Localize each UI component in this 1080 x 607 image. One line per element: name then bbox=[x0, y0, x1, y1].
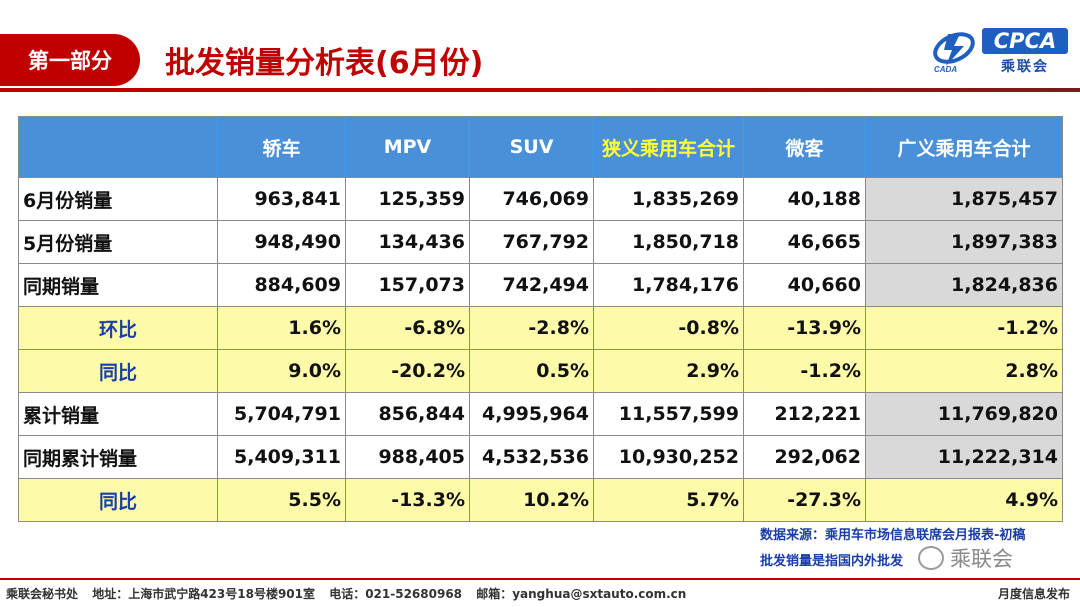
table-row: 同期累计销量 5,409,311 988,405 4,532,536 10,93… bbox=[18, 435, 1063, 479]
row-label: 同比 bbox=[18, 478, 218, 522]
table-cell: 0.5% bbox=[469, 349, 594, 393]
table-cell: 11,222,314 bbox=[865, 435, 1063, 479]
table-cell: 212,221 bbox=[743, 392, 866, 436]
table-cell: 11,557,599 bbox=[593, 392, 744, 436]
table-cell: -20.2% bbox=[345, 349, 470, 393]
header-divider bbox=[0, 88, 1080, 92]
footer-email: 邮箱：yanghua@sxtauto.com.cn bbox=[476, 586, 687, 601]
table-cell: -13.3% bbox=[345, 478, 470, 522]
row-label: 5月份销量 bbox=[18, 220, 218, 264]
column-header-narrow-total: 狭义乘用车合计 bbox=[593, 116, 744, 178]
footer-phone: 电话：021-52680968 bbox=[329, 586, 463, 601]
table-cell: 134,436 bbox=[345, 220, 470, 264]
footer-divider bbox=[0, 578, 1080, 580]
table-row: 环比 1.6% -6.8% -2.8% -0.8% -13.9% -1.2% bbox=[18, 306, 1063, 350]
table-cell: 46,665 bbox=[743, 220, 866, 264]
table-cell: 4.9% bbox=[865, 478, 1063, 522]
table-cell: 10.2% bbox=[469, 478, 594, 522]
table-cell: 11,769,820 bbox=[865, 392, 1063, 436]
section-badge: 第一部分 bbox=[0, 34, 140, 86]
table-cell: 40,188 bbox=[743, 177, 866, 221]
table-cell: 4,532,536 bbox=[469, 435, 594, 479]
table-cell: 988,405 bbox=[345, 435, 470, 479]
wholesale-sales-table: 轿车 MPV SUV 狭义乘用车合计 微客 广义乘用车合计 6月份销量 963,… bbox=[18, 116, 1063, 522]
table-cell: -1.2% bbox=[865, 306, 1063, 350]
row-label: 6月份销量 bbox=[18, 177, 218, 221]
table-cell: 9.0% bbox=[217, 349, 346, 393]
footer-address: 地址：上海市武宁路423号18号楼901室 bbox=[92, 586, 316, 601]
row-label: 同期累计销量 bbox=[18, 435, 218, 479]
table-cell: 1,824,836 bbox=[865, 263, 1063, 307]
table-cell: 157,073 bbox=[345, 263, 470, 307]
data-source-note: 数据来源：乘用车市场信息联席会月报表-初稿 bbox=[760, 528, 1026, 543]
table-row: 同期销量 884,609 157,073 742,494 1,784,176 4… bbox=[18, 263, 1063, 307]
table-cell: -13.9% bbox=[743, 306, 866, 350]
table-cell: 767,792 bbox=[469, 220, 594, 264]
table-corner bbox=[18, 116, 218, 178]
table-cell: 40,660 bbox=[743, 263, 866, 307]
table-cell: -27.3% bbox=[743, 478, 866, 522]
table-row: 6月份销量 963,841 125,359 746,069 1,835,269 … bbox=[18, 177, 1063, 221]
column-header-suv: SUV bbox=[469, 116, 594, 178]
table-cell: 1,835,269 bbox=[593, 177, 744, 221]
watermark-text: 乘联会 bbox=[950, 547, 1013, 571]
wechat-icon bbox=[918, 546, 944, 570]
table-cell: 746,069 bbox=[469, 177, 594, 221]
footer-contact: 乘联会秘书处 地址：上海市武宁路423号18号楼901室 电话：021-5268… bbox=[6, 585, 696, 602]
table-cell: 5.5% bbox=[217, 478, 346, 522]
cpca-logo-cn: 乘联会 bbox=[1001, 59, 1049, 75]
table-cell: -2.8% bbox=[469, 306, 594, 350]
table-row: 同比 9.0% -20.2% 0.5% 2.9% -1.2% 2.8% bbox=[18, 349, 1063, 393]
page-title: 批发销量分析表(6月份) bbox=[165, 46, 484, 81]
column-header-sedan: 轿车 bbox=[217, 116, 346, 178]
column-header-minivan: 微客 bbox=[743, 116, 866, 178]
table-cell: 2.8% bbox=[865, 349, 1063, 393]
table-header-row: 轿车 MPV SUV 狭义乘用车合计 微客 广义乘用车合计 bbox=[18, 116, 1063, 178]
table-cell: 2.9% bbox=[593, 349, 744, 393]
table-row: 累计销量 5,704,791 856,844 4,995,964 11,557,… bbox=[18, 392, 1063, 436]
svg-text:CADA: CADA bbox=[934, 65, 957, 74]
row-label: 累计销量 bbox=[18, 392, 218, 436]
footer: 乘联会秘书处 地址：上海市武宁路423号18号楼901室 电话：021-5268… bbox=[6, 584, 1070, 602]
column-header-broad-total: 广义乘用车合计 bbox=[865, 116, 1063, 178]
footer-org: 乘联会秘书处 bbox=[6, 586, 79, 601]
table-cell: 5,704,791 bbox=[217, 392, 346, 436]
cpca-logo-text: CPCA bbox=[982, 28, 1068, 54]
footer-right: 月度信息发布 bbox=[997, 586, 1070, 601]
table-cell: 884,609 bbox=[217, 263, 346, 307]
table-cell: 4,995,964 bbox=[469, 392, 594, 436]
table-cell: -0.8% bbox=[593, 306, 744, 350]
column-header-mpv: MPV bbox=[345, 116, 470, 178]
table-row: 同比 5.5% -13.3% 10.2% 5.7% -27.3% 4.9% bbox=[18, 478, 1063, 522]
table-cell: -6.8% bbox=[345, 306, 470, 350]
row-label: 同比 bbox=[18, 349, 218, 393]
row-label: 环比 bbox=[18, 306, 218, 350]
definition-note: 批发销量是指国内外批发 bbox=[760, 554, 904, 569]
table-cell: 125,359 bbox=[345, 177, 470, 221]
table-cell: 1,875,457 bbox=[865, 177, 1063, 221]
table-row: 5月份销量 948,490 134,436 767,792 1,850,718 … bbox=[18, 220, 1063, 264]
row-label: 同期销量 bbox=[18, 263, 218, 307]
table-cell: 5.7% bbox=[593, 478, 744, 522]
table-cell: 10,930,252 bbox=[593, 435, 744, 479]
table-cell: 948,490 bbox=[217, 220, 346, 264]
table-cell: 1,784,176 bbox=[593, 263, 744, 307]
table-cell: 856,844 bbox=[345, 392, 470, 436]
table-cell: -1.2% bbox=[743, 349, 866, 393]
cpca-emblem-icon: CADA bbox=[933, 32, 975, 74]
table-cell: 1.6% bbox=[217, 306, 346, 350]
table-cell: 292,062 bbox=[743, 435, 866, 479]
cpca-logo: CADA CPCA 乘联会 bbox=[930, 26, 1070, 76]
table-cell: 963,841 bbox=[217, 177, 346, 221]
table-cell: 1,897,383 bbox=[865, 220, 1063, 264]
table-cell: 1,850,718 bbox=[593, 220, 744, 264]
table-cell: 742,494 bbox=[469, 263, 594, 307]
wechat-watermark: 乘联会 bbox=[918, 543, 1013, 573]
table-cell: 5,409,311 bbox=[217, 435, 346, 479]
